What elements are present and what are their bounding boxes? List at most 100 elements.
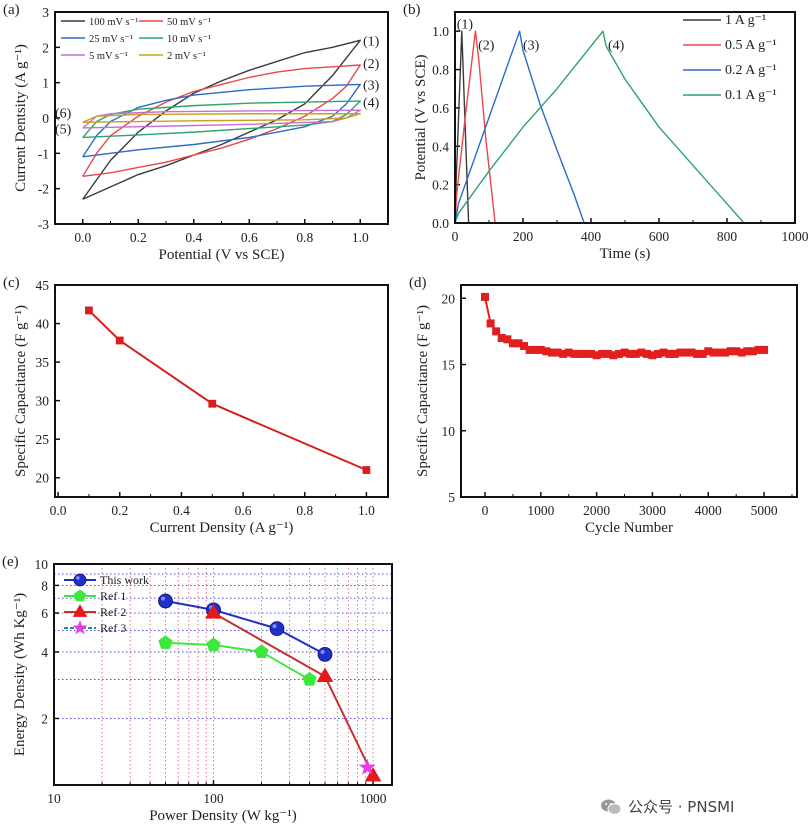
legend-item: Ref 1: [64, 589, 126, 603]
y-axis-title: Specific Capacitance (F g⁻¹): [415, 305, 431, 477]
x-tick-label: 1.0: [358, 503, 375, 518]
curve-annotation: (1): [363, 34, 380, 49]
plot-frame: [454, 11, 796, 224]
x-tick-label: 200: [513, 229, 534, 244]
y-tick-label: 4: [41, 645, 48, 660]
y-tick-label: 15: [442, 358, 456, 373]
x-tick-label: 5000: [751, 503, 778, 518]
series-ref-1: [158, 635, 317, 686]
x-tick-label: 0.4: [173, 503, 190, 518]
x-tick-label: 0.8: [296, 230, 313, 245]
series-this-work: [158, 593, 333, 662]
legend-item: 2 mV s⁻¹: [139, 51, 206, 62]
y-axis-title: Current Dentsity (A g⁻¹): [13, 44, 29, 192]
data-point-circle-highlight: [320, 649, 325, 655]
legend-label: 5 mV s⁻¹: [89, 51, 128, 62]
x-tick-label: 0.8: [296, 503, 313, 518]
legend-item: 25 mV s⁻¹: [61, 34, 133, 45]
curve-annotation: (4): [363, 96, 380, 111]
series-line: [454, 30, 496, 224]
watermark-text: 公众号 · PNSMI: [628, 798, 735, 816]
y-tick-label: 0.6: [432, 101, 449, 116]
data-point-triangle: [316, 667, 334, 683]
series-line: [82, 83, 361, 158]
panel-d: (d) 0 1000 2000 3000 4000 5000 5 10 15 20 Cycle Num…: [409, 275, 798, 536]
legend-label: 50 mV s⁻¹: [167, 17, 211, 28]
curve-annotation: (3): [363, 78, 380, 93]
y-tick-label: 20: [442, 291, 456, 306]
data-point-triangle: [364, 767, 382, 782]
x-axis-title: Power Density (W kg⁻¹): [149, 808, 297, 824]
x-tick-label: 4000: [695, 503, 722, 518]
legend-marker-pentagon: [73, 589, 87, 602]
y-tick-label: -1: [38, 146, 49, 161]
series-5-mv-s-: [82, 109, 361, 129]
legend-label: 2 mV s⁻¹: [167, 51, 206, 62]
plot-frame: [54, 11, 389, 225]
x-tick-label: 1000: [527, 503, 554, 518]
data-point-square: [480, 292, 489, 301]
curve-annotation: (2): [478, 39, 495, 54]
x-tick-label: 0.2: [111, 503, 128, 518]
legend-label: 25 mV s⁻¹: [89, 34, 133, 45]
curve-annotation: (3): [523, 39, 540, 54]
x-axis-title: Current Density (A g⁻¹): [150, 520, 294, 536]
series-line: [82, 113, 361, 123]
y-tick-label: 45: [36, 278, 50, 293]
plot-frame: [460, 284, 798, 498]
legend-label: 1 A g⁻¹: [725, 13, 766, 28]
legend-item: Ref 2: [64, 604, 126, 619]
legend-label: 0.2 A g⁻¹: [725, 63, 777, 78]
x-tick-label: 800: [717, 229, 738, 244]
data-point-triangle: [205, 604, 222, 619]
series-0-5-a-g-: [454, 30, 496, 224]
x-tick-label: 600: [649, 229, 670, 244]
legend-marker-star: [72, 620, 88, 635]
series-line: [454, 30, 585, 224]
y-tick-label: 5: [448, 490, 455, 505]
curve-annotation: (6): [55, 107, 72, 122]
data-point-circle: [158, 593, 173, 609]
x-axis-title: Time (s): [600, 246, 651, 262]
series-100-mv-s-: [82, 39, 361, 200]
y-tick-label: 8: [41, 578, 48, 593]
x-tick-label: 1.0: [352, 230, 369, 245]
watermark: 公众号 · PNSMI: [600, 796, 734, 817]
y-tick-label: -2: [38, 182, 49, 197]
series-0-2-a-g-: [454, 30, 585, 224]
y-tick-label: 3: [42, 5, 49, 20]
x-tick-label: 2000: [583, 503, 610, 518]
y-tick-label: 0.8: [432, 63, 449, 78]
data-point-pentagon: [302, 672, 317, 686]
legend-label: 0.1 A g⁻¹: [725, 88, 777, 103]
y-tick-label: 2: [42, 40, 49, 55]
series-0: [480, 292, 769, 360]
legend-label: 100 mV s⁻¹: [89, 17, 138, 28]
legend-label: Ref 1: [100, 589, 126, 603]
series-line: [82, 109, 361, 129]
legend-marker-circle: [73, 573, 87, 587]
y-tick-label: -3: [38, 217, 49, 232]
legend-item: 0.2 A g⁻¹: [683, 63, 777, 78]
y-tick-label: 0: [42, 111, 49, 126]
data-point-pentagon: [206, 637, 221, 652]
data-point-square: [85, 306, 93, 315]
legend-item: 5 mV s⁻¹: [61, 51, 128, 62]
x-tick-label: 400: [581, 229, 602, 244]
y-tick-label: 30: [36, 394, 50, 409]
curve-annotation: (4): [608, 39, 625, 54]
plot-frame: [53, 563, 393, 786]
curve-annotation: (2): [363, 57, 380, 72]
curve-annotation: (5): [55, 123, 72, 138]
panel-c: (c) 0.0 0.2 0.4 0.6 0.8 1.0 20 25 30 35 40 45 Current…: [3, 275, 389, 536]
legend-label: 10 mV s⁻¹: [167, 34, 211, 45]
legend-item: 50 mV s⁻¹: [139, 17, 211, 28]
legend-item: 100 mV s⁻¹: [61, 17, 138, 28]
data-point-square: [362, 466, 371, 474]
x-tick-label: 0.0: [50, 503, 67, 518]
data-point-square: [115, 336, 124, 345]
x-tick-label: 0: [482, 503, 489, 518]
data-point-pentagon: [254, 644, 269, 659]
data-point-square: [486, 319, 495, 328]
data-point-circle: [269, 621, 285, 637]
